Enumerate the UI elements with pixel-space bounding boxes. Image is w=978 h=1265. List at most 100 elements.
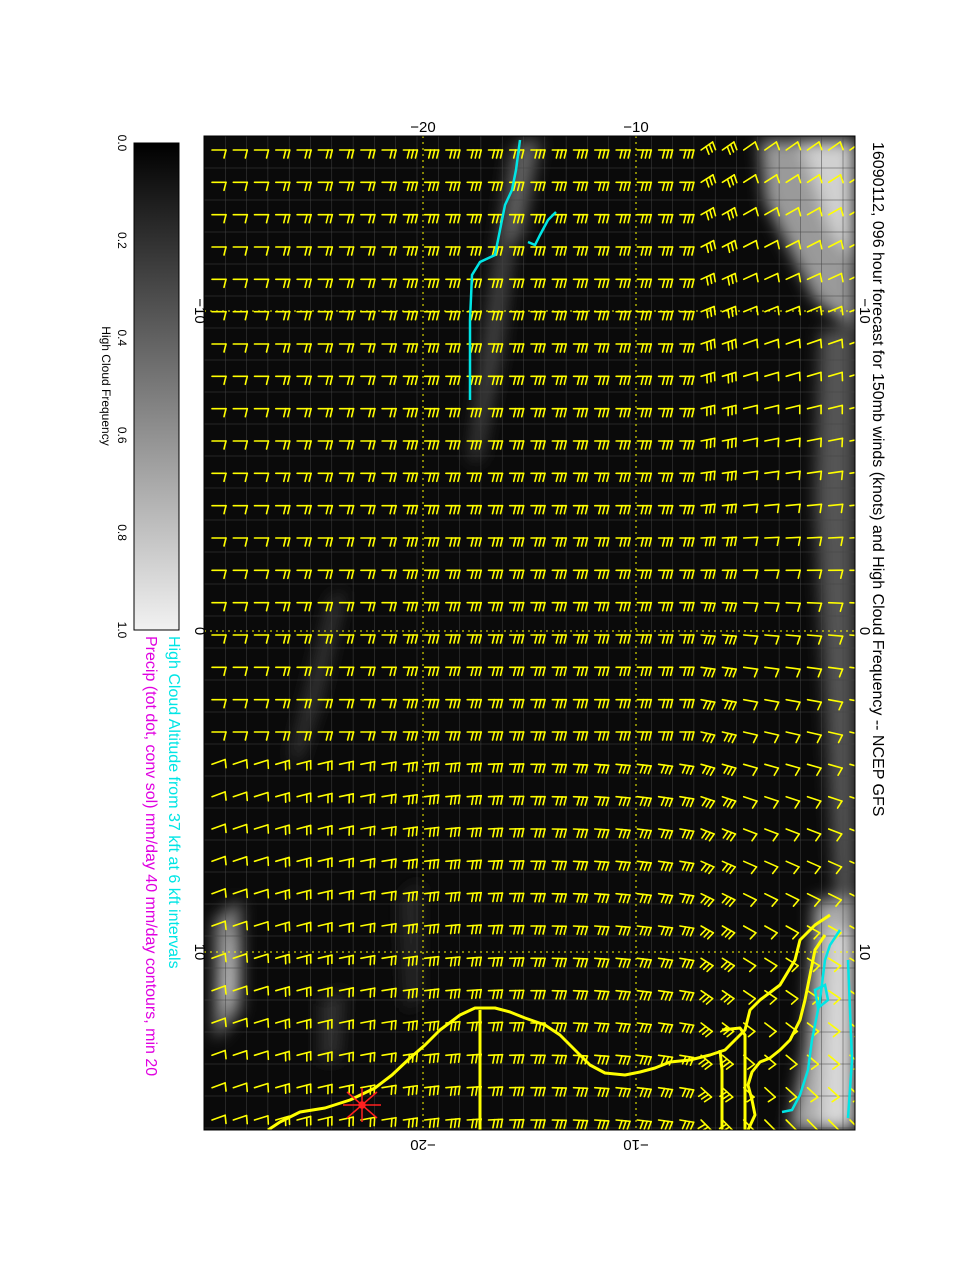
wind-barb bbox=[402, 666, 419, 677]
wind-barb bbox=[381, 472, 397, 483]
wind-barb bbox=[211, 1017, 227, 1028]
wind-barb bbox=[317, 278, 334, 289]
wind-barb bbox=[274, 792, 291, 803]
wind-barb bbox=[296, 310, 312, 321]
wind-barb bbox=[381, 278, 397, 289]
wind-barb bbox=[593, 634, 610, 644]
wind-barb bbox=[466, 924, 482, 935]
wind-barb bbox=[466, 956, 482, 967]
wind-barb bbox=[679, 278, 695, 289]
wind-barb bbox=[232, 1082, 249, 1093]
wind-barb bbox=[338, 954, 355, 966]
wind-barb bbox=[657, 666, 674, 677]
wind-barb bbox=[636, 634, 653, 644]
wind-barb bbox=[698, 1022, 714, 1038]
wind-barb bbox=[721, 272, 738, 286]
wind-barb bbox=[849, 371, 855, 378]
wind-barb bbox=[445, 891, 461, 903]
cloud-altitude-contour bbox=[813, 983, 830, 1011]
wind-barb bbox=[508, 440, 525, 450]
wind-barb bbox=[296, 921, 312, 933]
wind-barb bbox=[274, 1050, 291, 1062]
wind-barb bbox=[402, 858, 419, 870]
wind-barb bbox=[849, 536, 855, 539]
wind-barb bbox=[721, 371, 737, 384]
wind-barb bbox=[338, 149, 355, 159]
wind-barb bbox=[636, 472, 653, 483]
wind-barb bbox=[360, 246, 376, 256]
wind-barb bbox=[572, 666, 589, 677]
wind-barb bbox=[253, 407, 270, 418]
wind-barb bbox=[338, 731, 355, 741]
wind-barb bbox=[466, 762, 482, 773]
wind-barb bbox=[806, 437, 823, 448]
wind-barb bbox=[849, 437, 855, 442]
wind-barb bbox=[211, 920, 227, 931]
wind-barb bbox=[296, 698, 312, 709]
wind-barb bbox=[296, 407, 312, 418]
wind-barb bbox=[253, 569, 270, 580]
wind-barb bbox=[679, 149, 695, 159]
wind-barb bbox=[317, 375, 334, 386]
wind-barb bbox=[296, 375, 312, 386]
wind-barb bbox=[253, 953, 270, 964]
wind-barb bbox=[211, 823, 227, 834]
wind-barb bbox=[487, 601, 504, 612]
wind-barb bbox=[764, 892, 779, 907]
wind-barb bbox=[657, 763, 674, 775]
wind-barb bbox=[360, 569, 376, 580]
wind-barb bbox=[296, 1018, 312, 1030]
wind-barb bbox=[253, 921, 270, 931]
wind-barb bbox=[849, 925, 855, 934]
colorbar-tick-label: 0.8 bbox=[115, 524, 129, 541]
wind-barb bbox=[636, 925, 653, 937]
wind-barb bbox=[402, 890, 419, 902]
wind-barb bbox=[530, 892, 546, 903]
wind-barb bbox=[402, 246, 419, 256]
wind-barb bbox=[508, 924, 525, 935]
wind-barb bbox=[466, 504, 483, 515]
wind-barb bbox=[423, 213, 440, 224]
wind-barb bbox=[274, 246, 291, 256]
wind-barb bbox=[849, 763, 855, 769]
wind-barb bbox=[721, 305, 738, 319]
colorbar-tick-label: 0.4 bbox=[115, 329, 129, 346]
wind-barb bbox=[530, 989, 546, 1000]
wind-barb bbox=[402, 761, 419, 773]
wind-barb bbox=[551, 892, 568, 903]
wind-barb bbox=[296, 246, 312, 256]
wind-barb bbox=[699, 957, 714, 973]
wind-barb bbox=[274, 213, 291, 224]
wind-barb bbox=[338, 1051, 355, 1063]
wind-barb bbox=[615, 149, 631, 159]
wind-barb bbox=[381, 537, 397, 547]
wind-barb bbox=[572, 310, 589, 321]
wind-barb bbox=[317, 537, 334, 547]
wind-barb bbox=[551, 472, 568, 483]
wind-barb bbox=[700, 272, 717, 286]
wind-barb bbox=[445, 310, 461, 321]
wind-barb bbox=[487, 859, 504, 870]
wind-barb bbox=[764, 1119, 776, 1130]
wind-barb bbox=[317, 889, 333, 901]
wind-barb bbox=[764, 404, 780, 415]
wind-barb bbox=[360, 310, 376, 321]
wind-barb bbox=[317, 601, 334, 612]
wind-barb bbox=[636, 246, 653, 256]
wind-barb bbox=[572, 1119, 589, 1130]
wind-barb bbox=[593, 149, 610, 159]
wind-barb bbox=[445, 1117, 461, 1129]
wind-barb bbox=[615, 472, 631, 483]
wind-barb bbox=[700, 141, 717, 156]
wind-barb bbox=[508, 795, 525, 806]
wind-barb bbox=[445, 149, 461, 159]
wind-barb bbox=[317, 731, 334, 741]
cloud-altitude-contour bbox=[846, 959, 854, 1119]
wind-barb bbox=[657, 440, 674, 450]
wind-barb bbox=[296, 537, 312, 547]
wind-barb bbox=[785, 634, 801, 645]
colorbar bbox=[133, 142, 180, 631]
wind-barb bbox=[530, 1086, 546, 1097]
wind-barb bbox=[679, 246, 695, 256]
wind-barb bbox=[466, 375, 483, 386]
